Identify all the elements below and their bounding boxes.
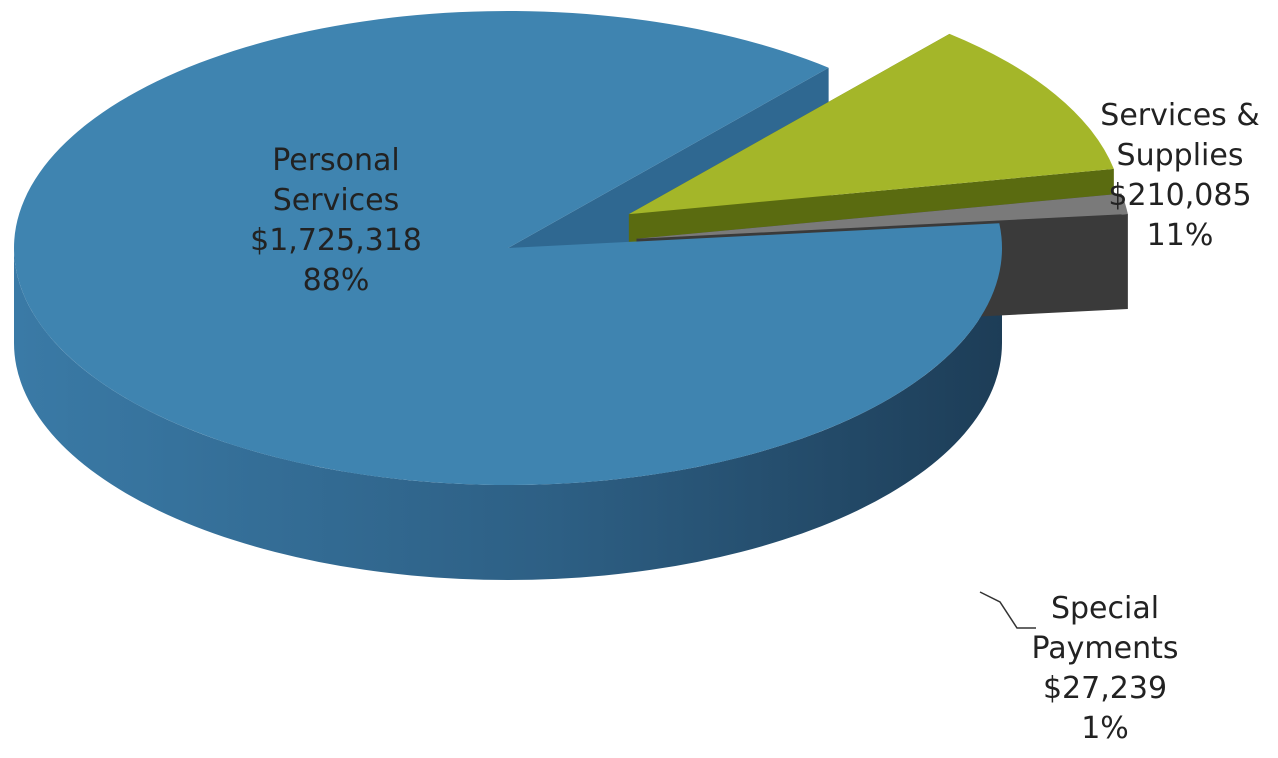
slice-label-line-0-2: $1,725,318: [250, 223, 422, 258]
slice-label-line-1-2: $210,085: [1108, 178, 1251, 213]
pie-slice-personal-services: [14, 10, 1002, 485]
slice-label-line-2-1: Payments: [1032, 631, 1179, 666]
pie-slice-services-supplies: [628, 33, 1114, 215]
slice-label-1: Services & Supplies $210,085 11%: [1100, 98, 1259, 253]
slice-label-line-1-0: Services &: [1100, 98, 1259, 133]
slice-label-2: Special Payments $27,239 1%: [1032, 591, 1179, 746]
pie-side-wall-0: [14, 248, 1002, 580]
slice-label-line-0-1: Services: [273, 183, 400, 218]
slice-label-line-1-3: 11%: [1147, 218, 1214, 253]
leader-line-special-payments: [979, 591, 1036, 629]
pie-slice-special-payments: [636, 193, 1128, 239]
slice-label-line-2-2: $27,239: [1043, 671, 1167, 706]
slice-label-line-2-0: Special: [1051, 591, 1159, 626]
slice-label-line-0-3: 88%: [303, 263, 370, 298]
slice-label-line-1-1: Supplies: [1117, 138, 1244, 173]
slice-label-line-0-0: Personal: [272, 143, 400, 178]
slice-label-line-2-3: 1%: [1081, 711, 1129, 746]
slice-label-0: Personal Services $1,725,318 88%: [250, 143, 422, 298]
